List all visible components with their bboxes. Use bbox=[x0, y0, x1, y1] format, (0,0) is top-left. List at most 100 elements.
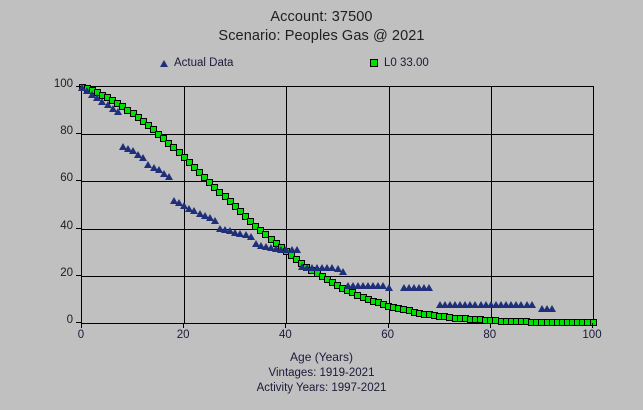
actual-data-point bbox=[149, 163, 158, 171]
survivor-curve-point bbox=[267, 235, 275, 243]
survivor-curve-point bbox=[129, 110, 137, 118]
actual-data-point bbox=[267, 243, 276, 251]
x-axis-tick-label: 0 bbox=[77, 329, 85, 341]
actual-data-point bbox=[537, 305, 546, 313]
actual-data-point bbox=[175, 199, 184, 207]
actual-data-point bbox=[374, 281, 383, 289]
actual-data-point bbox=[471, 300, 480, 308]
actual-data-point bbox=[129, 147, 138, 155]
survivor-curve-point bbox=[221, 193, 229, 201]
y-axis-tick-label: 20 bbox=[60, 266, 73, 279]
gridline-horizontal bbox=[82, 181, 593, 183]
survivor-curve-point bbox=[257, 226, 265, 234]
actual-data-point bbox=[226, 227, 235, 235]
survivor-curve-point bbox=[119, 103, 127, 111]
actual-data-point bbox=[113, 108, 122, 116]
actual-data-point bbox=[527, 300, 536, 308]
actual-data-point bbox=[517, 300, 526, 308]
actual-data-point bbox=[313, 264, 322, 272]
actual-data-point bbox=[210, 216, 219, 224]
actual-data-point bbox=[405, 284, 414, 292]
actual-data-point bbox=[445, 300, 454, 308]
actual-data-point bbox=[134, 150, 143, 158]
x-axis-tick-mark bbox=[489, 323, 491, 328]
x-axis-tick-label: 100 bbox=[582, 329, 602, 341]
actual-data-point bbox=[221, 226, 230, 234]
survivor-curve-point bbox=[160, 135, 168, 143]
actual-data-point bbox=[348, 281, 357, 289]
y-axis-tick-label: 40 bbox=[60, 219, 73, 232]
survivor-curve-point bbox=[196, 168, 204, 176]
actual-data-point bbox=[307, 264, 316, 272]
actual-data-point bbox=[512, 300, 521, 308]
actual-data-point bbox=[297, 262, 306, 270]
y-axis-tick-label: 80 bbox=[60, 125, 73, 138]
actual-data-point bbox=[123, 144, 132, 152]
survivor-curve-point bbox=[211, 183, 219, 191]
x-axis-title: Age (Years) bbox=[290, 350, 353, 364]
actual-data-point bbox=[481, 300, 490, 308]
survivor-curve-point bbox=[226, 198, 234, 206]
survivor-curve-point bbox=[262, 231, 270, 239]
actual-data-point bbox=[399, 284, 408, 292]
survivor-curve-point bbox=[242, 213, 250, 221]
legend-item-survivor-curve: L0 33.00 bbox=[370, 57, 429, 69]
survivor-curve-point bbox=[180, 153, 188, 161]
actual-data-point bbox=[543, 305, 551, 313]
survivor-curve-point bbox=[247, 217, 255, 225]
actual-data-point bbox=[359, 281, 368, 289]
x-axis-tick-mark bbox=[592, 323, 593, 328]
actual-data-point bbox=[103, 101, 112, 109]
x-axis-tick-mark bbox=[81, 323, 82, 328]
survivor-curve-point bbox=[134, 114, 142, 122]
actual-data-point bbox=[507, 300, 516, 308]
y-axis-tick-mark bbox=[76, 180, 81, 182]
actual-data-point bbox=[251, 240, 260, 248]
actual-data-point bbox=[195, 209, 204, 217]
square-marker-icon bbox=[370, 59, 378, 67]
survivor-curve-point bbox=[231, 203, 239, 211]
chart-title-block: Account: 37500 Scenario: Peoples Gas @ 2… bbox=[0, 8, 643, 46]
survivor-curve-point bbox=[139, 118, 147, 126]
actual-data-point bbox=[364, 281, 373, 289]
survivor-curve-point bbox=[185, 158, 193, 166]
gridline-vertical bbox=[286, 87, 288, 323]
y-axis-tick-mark bbox=[76, 133, 81, 135]
actual-data-point bbox=[169, 196, 178, 204]
triangle-marker-icon bbox=[160, 59, 168, 67]
actual-data-point bbox=[323, 264, 332, 272]
actual-data-point bbox=[440, 300, 449, 308]
survivor-curve-point bbox=[216, 188, 224, 196]
actual-data-point bbox=[139, 154, 148, 162]
actual-data-point bbox=[261, 242, 270, 250]
y-axis-tick-mark bbox=[76, 274, 81, 276]
y-axis-tick-label: 60 bbox=[60, 172, 73, 185]
survivor-curve-point bbox=[175, 149, 183, 157]
actual-data-point bbox=[292, 246, 301, 254]
actual-data-point bbox=[497, 300, 506, 308]
survivor-curve-point bbox=[206, 178, 214, 186]
y-axis-tick-mark bbox=[76, 86, 81, 87]
actual-data-point bbox=[282, 246, 291, 254]
x-axis-tick-mark bbox=[285, 323, 287, 328]
survivor-curve-point bbox=[252, 222, 260, 230]
actual-data-point bbox=[333, 265, 342, 273]
x-axis-tick-mark bbox=[387, 323, 389, 328]
actual-data-point bbox=[190, 207, 199, 215]
plot-area bbox=[78, 83, 597, 327]
actual-data-point bbox=[328, 264, 337, 272]
y-axis-tick-label: 100 bbox=[53, 78, 73, 90]
actual-data-point bbox=[88, 90, 97, 98]
actual-data-point bbox=[502, 300, 511, 308]
actual-data-point bbox=[241, 231, 250, 238]
x-axis-tick-label: 60 bbox=[381, 329, 394, 341]
x-axis-tick-mark bbox=[183, 323, 185, 328]
actual-data-point bbox=[256, 241, 265, 249]
actual-data-point bbox=[486, 300, 495, 308]
actual-data-point bbox=[369, 281, 378, 289]
legend-item-actual-data: Actual Data bbox=[160, 57, 233, 69]
actual-data-point bbox=[277, 246, 286, 254]
survivor-curve-point bbox=[165, 139, 173, 147]
gridline-horizontal bbox=[82, 134, 593, 136]
actual-data-point bbox=[466, 300, 475, 308]
